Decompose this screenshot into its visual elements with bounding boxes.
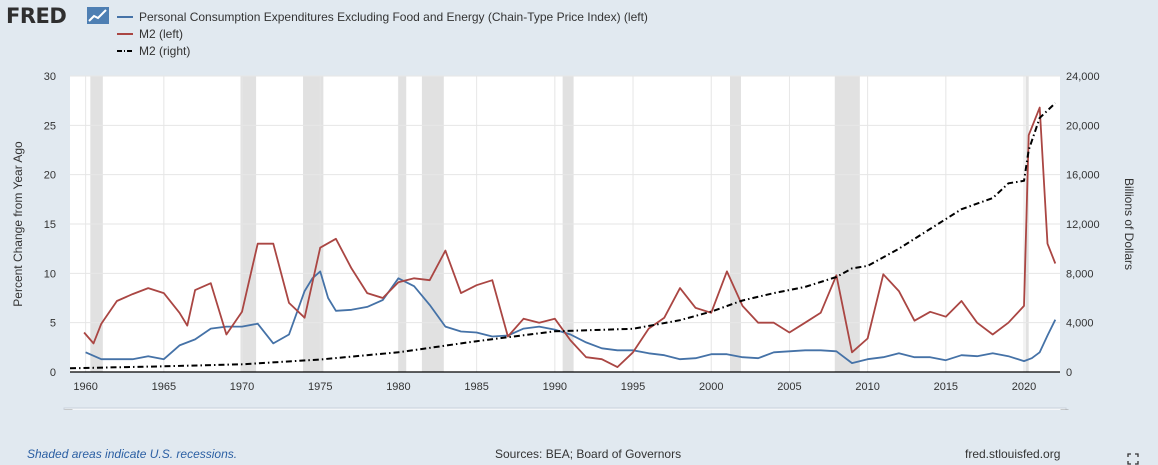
y-right-tick-label: 8,000: [1066, 268, 1094, 280]
x-tick-label: 2020: [1012, 381, 1036, 393]
legend-item-m2-right[interactable]: M2 (right): [117, 44, 190, 58]
x-tick-label: 2005: [777, 381, 801, 393]
trend-chart-icon: [87, 7, 109, 24]
y-right-axis-label: Billions of Dollars: [1122, 178, 1136, 270]
recession-note: Shaded areas indicate U.S. recessions.: [27, 447, 238, 461]
y-right-tick-label: 20,000: [1066, 120, 1100, 132]
y-left-tick-label: 5: [50, 318, 56, 330]
y-right-tick-label: 0: [1066, 367, 1072, 379]
fred-logo[interactable]: FRED: [6, 4, 67, 28]
y-right-tick-label: 4,000: [1066, 318, 1094, 330]
y-left-tick-label: 10: [44, 268, 56, 280]
x-tick-label: 1980: [386, 381, 410, 393]
x-tick-label: 2010: [855, 381, 879, 393]
legend-label: Personal Consumption Expenditures Exclud…: [139, 10, 648, 24]
legend-item-m2-left[interactable]: M2 (left): [117, 27, 183, 41]
legend-label: M2 (right): [139, 44, 191, 58]
x-tick-label: 1975: [308, 381, 332, 393]
y-left-tick-label: 15: [44, 219, 56, 231]
y-right-tick-label: 16,000: [1066, 170, 1100, 182]
fullscreen-icon[interactable]: [1127, 453, 1139, 465]
legend-swatch: [117, 33, 133, 35]
m2-right-series-line: [69, 102, 1056, 370]
legend-swatch: [117, 16, 133, 18]
line-chart[interactable]: 0 5 10 15 20 25 30 0 4,000 8,000 12,000 16,000 20,00…: [0, 60, 1158, 410]
legend-swatch: [117, 50, 133, 52]
legend-label: M2 (left): [139, 27, 184, 41]
x-tick-label: 1970: [230, 381, 254, 393]
m2-left-series-line: [83, 106, 1057, 369]
site-link[interactable]: fred.stlouisfed.org: [965, 447, 1061, 461]
y-left-tick-label: 0: [50, 367, 56, 379]
pce-series-line: [85, 270, 1057, 365]
y-left-tick-label: 30: [44, 71, 56, 83]
x-tick-label: 1985: [464, 381, 488, 393]
sources-text: Sources: BEA; Board of Governors: [495, 447, 682, 461]
y-left-tick-label: 25: [44, 120, 56, 132]
x-tick-label: 1995: [621, 381, 645, 393]
y-left-axis-label: Percent Change from Year Ago: [11, 141, 25, 307]
x-tick-label: 2015: [934, 381, 958, 393]
x-tick-label: 1960: [73, 381, 97, 393]
legend-item-pce[interactable]: Personal Consumption Expenditures Exclud…: [117, 10, 648, 24]
y-right-tick-label: 12,000: [1066, 219, 1100, 231]
x-tick-label: 1965: [152, 381, 176, 393]
x-tick-label: 2000: [699, 381, 723, 393]
y-left-tick-label: 20: [44, 170, 56, 182]
navigator-background: [63, 407, 1067, 410]
x-tick-label: 1990: [543, 381, 567, 393]
y-right-tick-label: 24,000: [1066, 71, 1100, 83]
